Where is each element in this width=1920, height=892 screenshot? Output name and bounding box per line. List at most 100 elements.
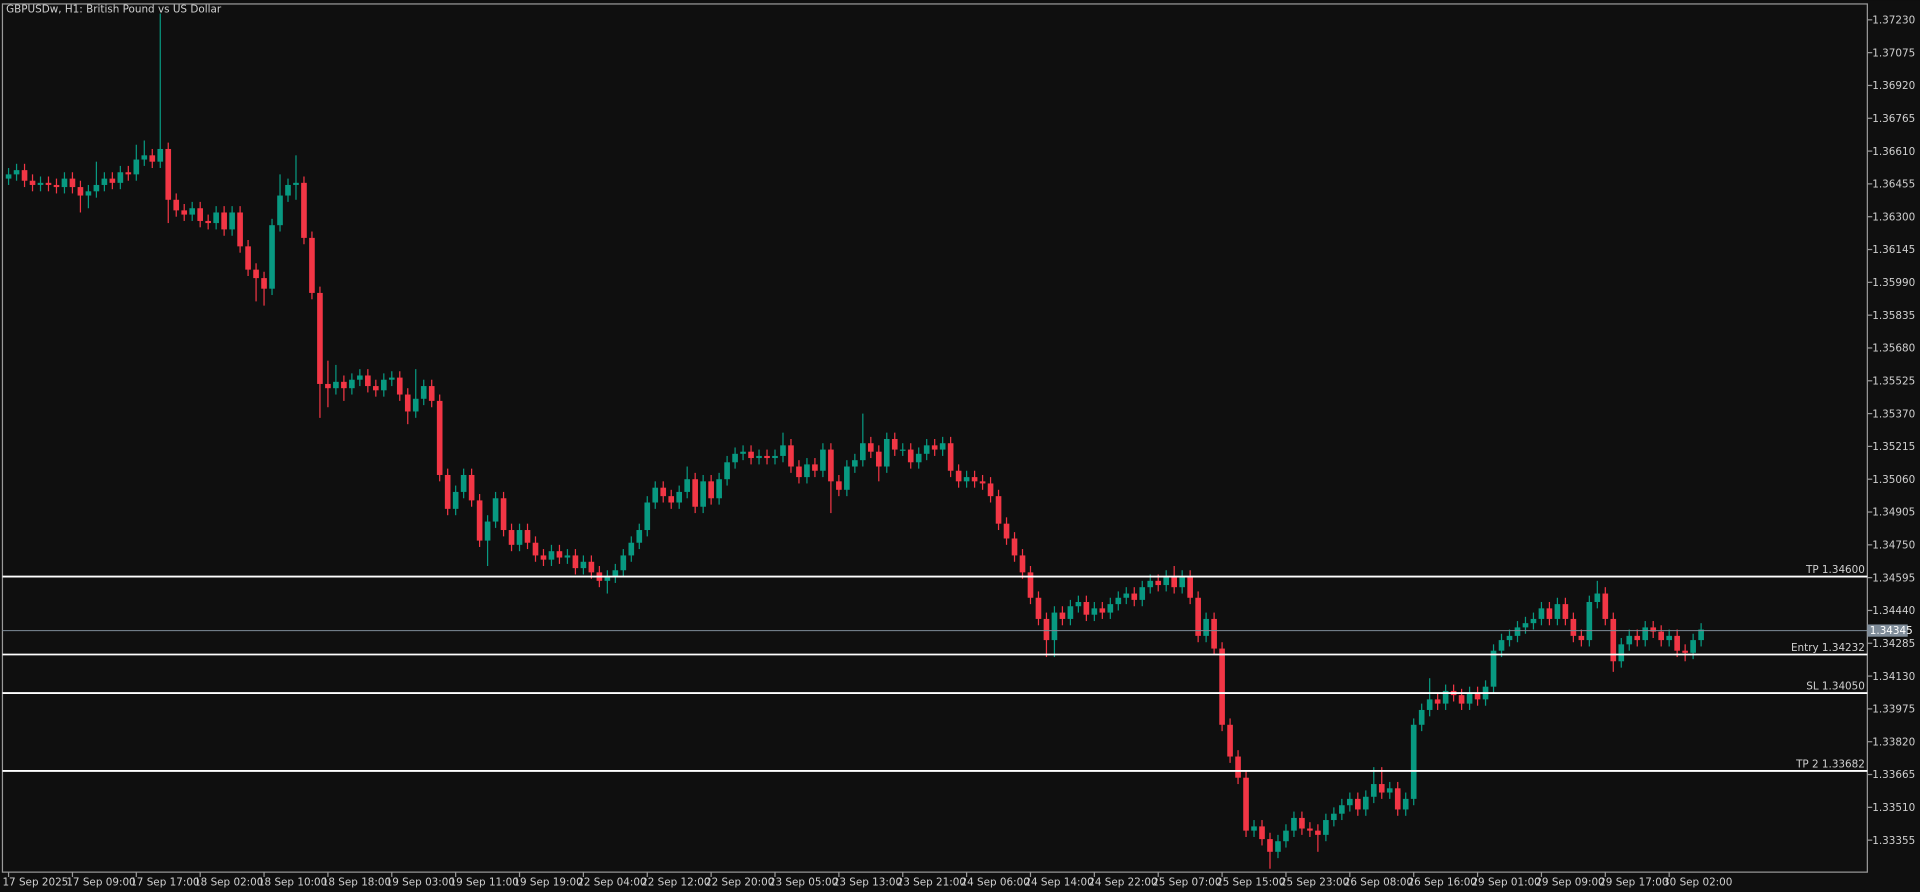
candle-body (748, 451, 754, 459)
candle-body (333, 381, 339, 389)
candle-body (1131, 593, 1138, 600)
candle-body (1003, 523, 1010, 539)
candle-body (676, 491, 683, 503)
x-tick-label: 24 Sep 22:00 (1088, 877, 1157, 889)
candle-body (1426, 699, 1433, 710)
candle-body (149, 155, 156, 162)
y-tick-label: 1.35525 (1872, 375, 1915, 387)
x-tick-label: 19 Sep 11:00 (450, 877, 519, 889)
x-tick-label: 26 Sep 08:00 (1344, 877, 1413, 889)
candle-body (109, 178, 116, 183)
x-tick-label: 19 Sep 03:00 (386, 877, 455, 889)
candle-body (1075, 601, 1082, 607)
x-tick-label: 29 Sep 17:00 (1599, 877, 1668, 889)
candle-body (301, 182, 307, 238)
candle-body (77, 187, 84, 196)
y-tick-label: 1.36300 (1872, 211, 1915, 223)
x-tick-label: 19 Sep 19:00 (513, 877, 582, 889)
candle-body (1410, 724, 1417, 799)
candle-body (947, 443, 954, 471)
candle-body (237, 212, 243, 247)
x-tick-label: 18 Sep 18:00 (322, 877, 391, 889)
candle-body (1602, 593, 1609, 619)
candle-body (492, 498, 499, 522)
x-tick-label: 26 Sep 16:00 (1408, 877, 1477, 889)
candle-body (556, 551, 563, 558)
candle-body (309, 237, 315, 293)
y-tick-label: 1.36610 (1872, 146, 1915, 158)
candle-body (1546, 608, 1553, 619)
candle-body (484, 521, 491, 541)
candle-body (516, 530, 523, 545)
candle-body (1339, 805, 1345, 814)
candle-body (293, 182, 299, 185)
candle-body (636, 530, 643, 543)
y-tick-label: 1.36145 (1872, 244, 1915, 256)
candle-body (1243, 777, 1249, 831)
candle-body (1211, 618, 1217, 649)
candle-body (1043, 618, 1050, 641)
x-tick-label: 23 Sep 05:00 (769, 877, 838, 889)
candle-body (732, 453, 738, 463)
candle-body (1019, 555, 1026, 573)
candle-body (1354, 798, 1361, 810)
candle-body (285, 184, 291, 196)
candle-body (277, 195, 283, 226)
candle-body (1147, 580, 1154, 588)
candle-body (117, 172, 124, 183)
current-price-box (1867, 624, 1908, 637)
candle-body (133, 159, 140, 175)
candle-body (1434, 699, 1441, 704)
candle-body (245, 246, 251, 270)
candle-body (532, 542, 539, 556)
candle-body (931, 445, 938, 450)
candle-body (253, 269, 259, 279)
candle-body (1187, 576, 1193, 598)
candle-body (836, 481, 842, 490)
candle-body (388, 377, 395, 380)
candle-body (452, 491, 459, 509)
candle-body (1554, 604, 1561, 619)
y-tick-label: 1.33665 (1872, 769, 1915, 781)
x-tick-label: 23 Sep 13:00 (833, 877, 902, 889)
candle-body (907, 449, 914, 463)
candle-body (165, 148, 172, 200)
x-tick-label: 22 Sep 20:00 (705, 877, 774, 889)
x-tick-label: 29 Sep 01:00 (1471, 877, 1540, 889)
candle-body (1219, 648, 1225, 725)
candle-body (141, 155, 148, 160)
candle-body (1474, 693, 1481, 700)
candle-body (1283, 830, 1289, 842)
candle-body (1378, 784, 1385, 793)
candle-body (269, 225, 275, 289)
candle-body (1267, 839, 1273, 852)
x-tick-label: 29 Sep 09:00 (1535, 877, 1604, 889)
candle-body (1690, 640, 1696, 653)
candle-body (987, 483, 994, 497)
candle-body (1155, 580, 1162, 586)
candle-body (373, 386, 379, 391)
candle-body (660, 487, 667, 497)
candle-body (540, 555, 547, 560)
x-tick-label: 18 Sep 10:00 (258, 877, 327, 889)
x-tick-label: 22 Sep 12:00 (641, 877, 710, 889)
candle-body (1466, 693, 1473, 704)
candle-body (1059, 612, 1066, 619)
candle-body (644, 502, 651, 531)
candle-body (899, 449, 906, 451)
candle-body (788, 445, 794, 467)
candle-body (13, 170, 20, 175)
candle-body (844, 466, 850, 490)
candle-body (1666, 635, 1672, 641)
candle-body (756, 455, 762, 459)
candle-body (1642, 627, 1649, 641)
candle-body (1139, 587, 1146, 600)
candle-body (1307, 828, 1313, 831)
candle-body (708, 481, 714, 499)
candle-body (1179, 576, 1185, 588)
candle-body (1275, 841, 1281, 852)
candle-body (891, 438, 898, 450)
candle-body (820, 449, 826, 471)
candle-body (1051, 612, 1058, 641)
candle-body (1203, 618, 1209, 636)
